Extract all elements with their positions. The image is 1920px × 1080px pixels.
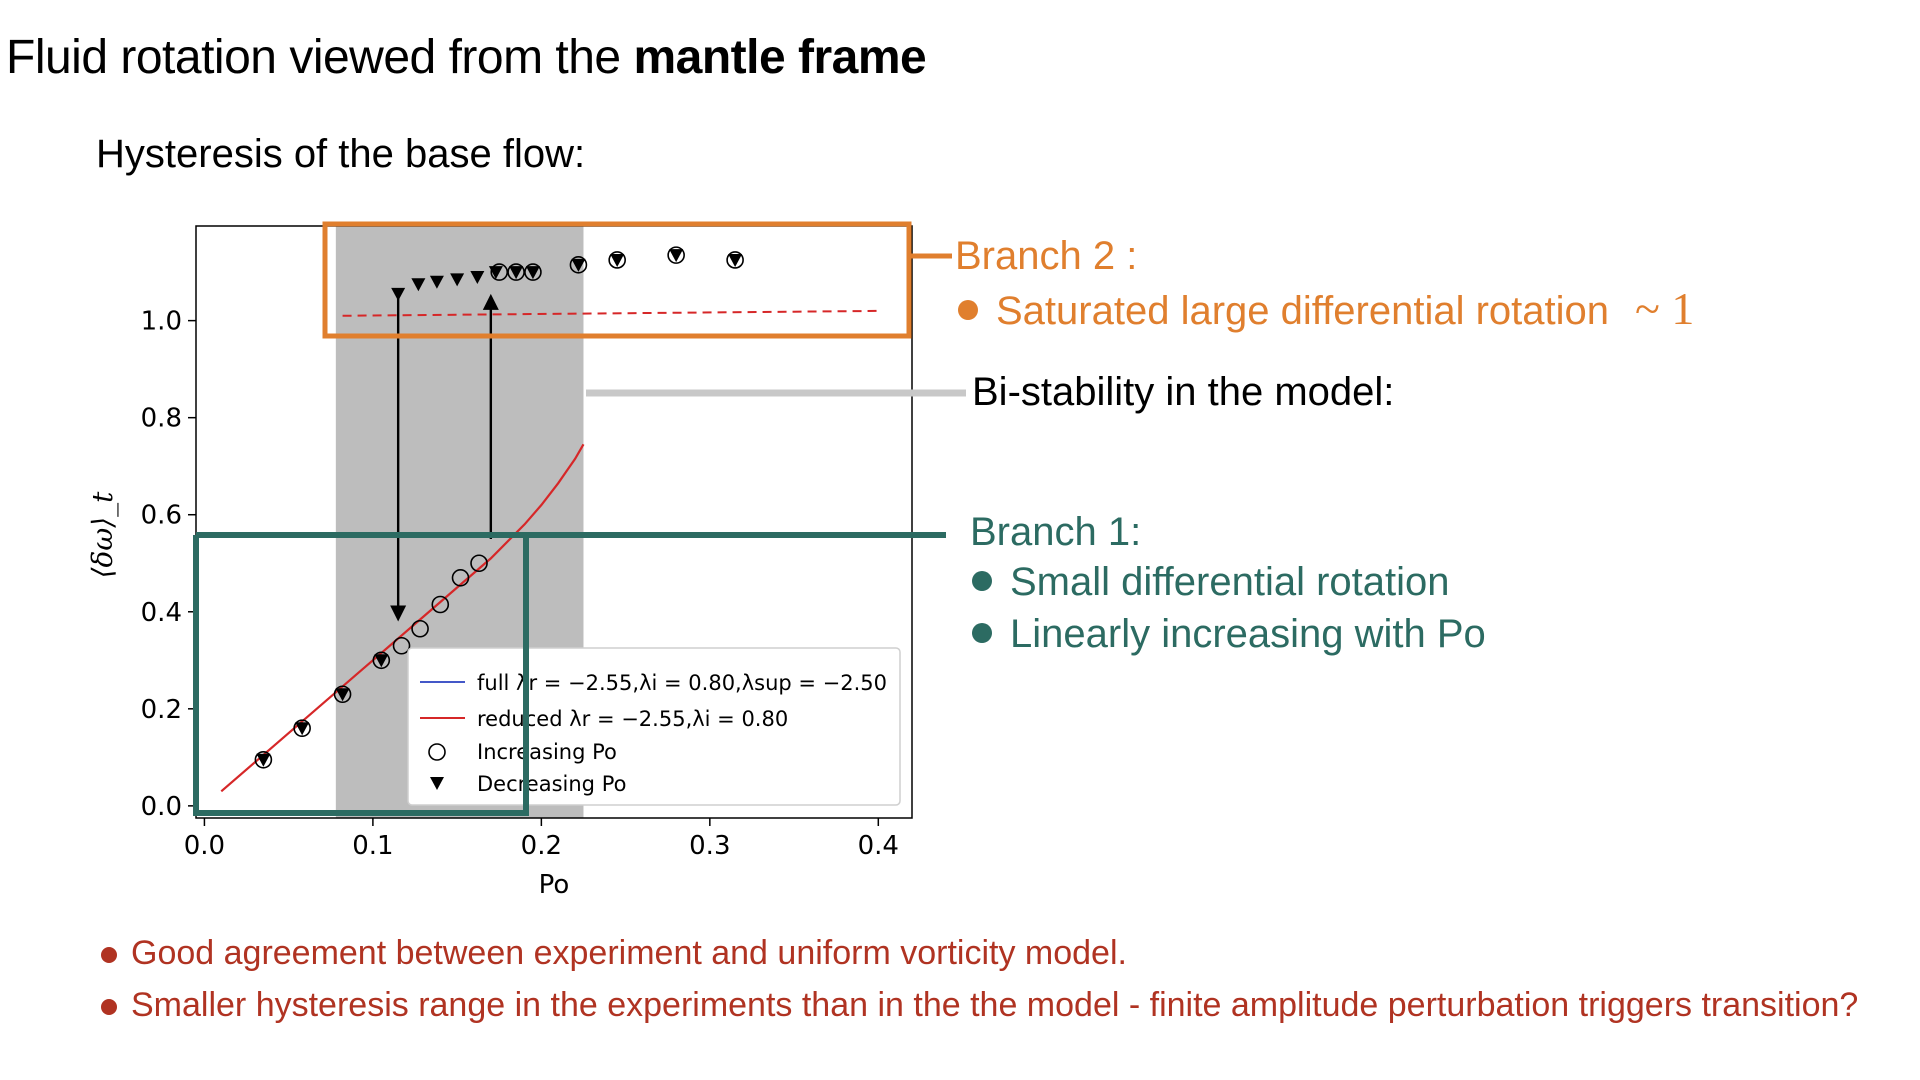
increasing-po-marker [372,651,391,670]
branch2-item-text: Saturated large differential rotation [996,289,1609,333]
x-tick-label: 0.4 [858,831,899,861]
conclusion-item-1: Good agreement between experiment and un… [101,936,1891,970]
decreasing-po-marker [256,753,271,767]
chart-markers [254,246,744,769]
bullet-icon [972,571,992,592]
x-tick-label: 0.3 [689,831,730,861]
decreasing-po-marker [610,253,625,267]
branch1-item-linear: Linearly increasing with Po [972,612,1486,657]
conclusion-text-2: Smaller hysteresis range in the experime… [131,986,1859,1024]
branch1-box [193,532,946,816]
increasing-po-marker [333,685,352,704]
y-axis-label: ⟨δω⟩_t [86,491,119,579]
increasing-po-marker [392,636,411,655]
y-tick-label: 0.4 [141,598,182,628]
conclusion-item-2: Smaller hysteresis range in the experime… [101,988,1891,1022]
y-tick-label: 0.8 [141,404,182,434]
slide-subtitle: Hysteresis of the base flow: [96,132,586,176]
y-tick-label: 0.0 [141,792,182,822]
decreasing-po-marker [374,654,389,668]
x-tick-label: 0.0 [184,831,225,861]
legend-label-decreasing: Decreasing Po [477,772,626,796]
branch1-item-small-text: Small differential rotation [1010,560,1450,604]
transition-arrow-head [390,605,407,622]
increasing-po-marker [569,256,588,274]
decreasing-po-marker [295,722,310,736]
x-axis-label: Po [539,870,570,900]
decreasing-po-marker [571,258,586,272]
x-tick-label: 0.2 [521,831,562,861]
y-ticks: 0.0 0.2 0.4 0.6 0.8 1.0 [141,307,196,822]
decreasing-po-marker [669,249,684,263]
branch2-box [322,221,912,339]
bullet-icon [958,300,978,321]
increasing-po-marker [293,719,311,738]
legend-label-increasing: Increasing Po [477,740,617,764]
bistability-label: Bi-stability in the model: [972,370,1395,414]
title-normal: Fluid rotation viewed from the [6,31,621,84]
decreasing-po-marker [509,266,524,280]
slide-title: Fluid rotation viewed from the mantle fr… [6,30,927,85]
transition-arrows [390,293,499,622]
branch1-item-linear-text: Linearly increasing with Po [1010,612,1486,656]
branch2-title: Branch 2 : [955,234,1138,278]
title-bold: mantle frame [633,31,927,84]
increasing-po-marker [507,263,525,281]
branch1-title: Branch 1: [970,510,1142,554]
y-tick-label: 0.2 [141,695,182,725]
legend-box [407,647,901,806]
increasing-po-marker [608,251,626,269]
increasing-po-marker [411,619,429,638]
branch2-item: Saturated large differential rotation ~ 1 [958,282,1694,335]
decreasing-po-marker [470,270,485,284]
y-tick-label: 1.0 [141,307,182,337]
increasing-po-marker [451,569,470,587]
bullet-icon [101,999,117,1015]
bullet-icon [101,947,117,963]
transition-arrow-head [482,293,499,310]
bullet-icon [972,623,992,644]
legend-label-full: full λr = −2.55,λi = 0.80,λsup = −2.50 [477,671,887,695]
branch1-item-small: Small differential rotation [972,560,1450,605]
decreasing-po-marker [728,253,743,267]
increasing-po-marker [431,595,450,614]
increasing-po-marker [667,246,685,264]
legend-swatch-increasing [428,743,446,761]
increasing-po-marker [524,263,542,281]
y-tick-label: 0.6 [141,501,182,531]
chart-legend: full λr = −2.55,λi = 0.80,λsup = −2.50 r… [407,647,901,806]
decreasing-po-marker [335,688,350,702]
legend-swatch-decreasing [430,777,444,790]
increasing-po-marker [254,750,273,769]
decreasing-po-marker [411,278,426,292]
decreasing-po-marker [450,273,465,287]
increasing-po-marker [726,251,744,269]
increasing-po-marker [490,263,509,281]
branch2-approx: ~ 1 [1635,283,1695,334]
decreasing-po-marker [429,275,444,289]
x-tick-label: 0.1 [352,831,393,861]
decreasing-po-marker [525,266,540,280]
x-ticks: 0.0 0.1 0.2 0.3 0.4 [184,818,899,861]
increasing-po-marker [470,554,488,573]
conclusion-text-1: Good agreement between experiment and un… [131,934,1127,972]
